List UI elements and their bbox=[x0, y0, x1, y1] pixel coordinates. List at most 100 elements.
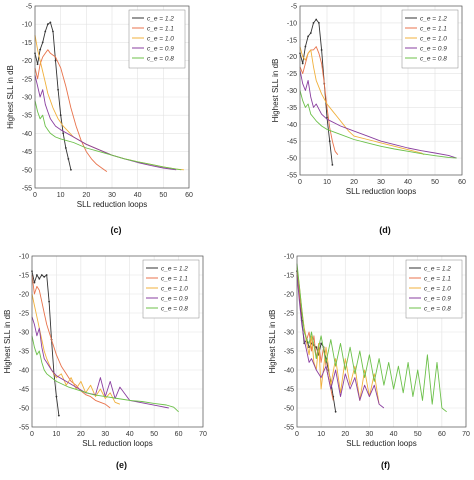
data-point bbox=[308, 346, 310, 349]
y-tick-label: -50 bbox=[22, 167, 32, 174]
data-point bbox=[334, 410, 337, 413]
data-point bbox=[41, 41, 44, 44]
x-tick-label: 50 bbox=[150, 431, 158, 438]
y-tick-label: -45 bbox=[284, 387, 294, 394]
y-tick-label: -35 bbox=[22, 113, 32, 120]
data-point bbox=[36, 63, 39, 66]
data-point bbox=[309, 32, 312, 34]
y-tick-label: -35 bbox=[284, 349, 294, 356]
y-tick-label: -10 bbox=[22, 22, 32, 29]
legend: c_e = 1.2 c_e = 1.1 c_e = 1.0 c_e = 0.9 c_e … bbox=[401, 9, 459, 69]
data-point bbox=[70, 168, 72, 171]
data-point bbox=[44, 30, 47, 33]
y-tick-label: -10 bbox=[19, 254, 29, 261]
series-line bbox=[299, 90, 457, 159]
x-tick-label: 60 bbox=[438, 431, 446, 438]
x-tick-label: 30 bbox=[108, 192, 116, 199]
y-tick-label: -45 bbox=[22, 149, 32, 156]
y-tick-label: -20 bbox=[284, 292, 294, 299]
y-tick-label: -15 bbox=[287, 37, 297, 44]
data-point bbox=[320, 49, 323, 51]
data-point bbox=[307, 35, 309, 38]
x-tick-label: 30 bbox=[366, 431, 374, 438]
legend-label: c_e = 1.1 bbox=[424, 275, 451, 282]
plot-frame bbox=[34, 5, 190, 189]
series-line bbox=[31, 274, 111, 409]
plot-frame bbox=[299, 5, 463, 176]
y-tick-label: -20 bbox=[287, 54, 297, 61]
legend-label: c_e = 1.1 bbox=[420, 25, 447, 32]
legend-label: c_e = 0.8 bbox=[161, 305, 188, 312]
data-point bbox=[312, 22, 315, 24]
y-axis-label: Highest SLL in dB bbox=[3, 310, 12, 374]
y-axis-label: Highest SLL in dB bbox=[271, 59, 280, 123]
y-tick-label: -15 bbox=[19, 273, 29, 280]
y-tick-label: -55 bbox=[19, 425, 29, 432]
y-tick-label: -40 bbox=[284, 368, 294, 375]
data-point bbox=[48, 300, 50, 303]
legend-label: c_e = 1.0 bbox=[424, 285, 451, 292]
plot-frame bbox=[296, 255, 467, 428]
x-axis-label: SLL reduction loops bbox=[82, 439, 152, 448]
y-tick-label: -20 bbox=[19, 292, 29, 299]
y-tick-label: -10 bbox=[287, 20, 297, 27]
x-tick-label: 20 bbox=[350, 179, 358, 186]
series-line bbox=[299, 46, 425, 156]
x-tick-label: 0 bbox=[33, 192, 37, 199]
data-point bbox=[38, 277, 41, 280]
legend-label: c_e = 0.8 bbox=[147, 55, 174, 62]
x-tick-label: 70 bbox=[199, 431, 207, 438]
y-tick-label: -25 bbox=[284, 311, 294, 318]
y-axis-label: Highest SLL in dB bbox=[268, 310, 277, 374]
data-point bbox=[67, 157, 70, 160]
y-tick-label: -25 bbox=[19, 311, 29, 318]
legend-label: c_e = 1.2 bbox=[420, 15, 447, 22]
x-tick-label: 60 bbox=[175, 431, 183, 438]
x-tick-label: 60 bbox=[185, 192, 193, 199]
data-point bbox=[49, 21, 52, 24]
legend-label: c_e = 1.1 bbox=[161, 275, 188, 282]
x-axis-label: SLL reduction loops bbox=[346, 439, 416, 448]
panel-label: (c) bbox=[111, 225, 122, 235]
chart-panel-1: 0 10 20 30 40 50 60 -5 -10 -15 -20 -25 -30 -35 -40 -45 -… bbox=[271, 4, 466, 236]
series-line bbox=[31, 335, 179, 413]
data-point bbox=[54, 59, 57, 62]
y-tick-label: -50 bbox=[19, 406, 29, 413]
series-line bbox=[34, 100, 182, 171]
series-line bbox=[299, 46, 339, 155]
legend-label: c_e = 0.9 bbox=[147, 45, 174, 52]
x-tick-label: 10 bbox=[53, 431, 61, 438]
x-tick-label: 70 bbox=[462, 431, 470, 438]
y-axis-label: Highest SLL in dB bbox=[6, 65, 15, 129]
y-tick-label: -40 bbox=[19, 368, 29, 375]
panel-label: (f) bbox=[381, 460, 390, 470]
y-tick-label: -55 bbox=[284, 425, 294, 432]
data-point bbox=[39, 48, 42, 51]
x-tick-label: 60 bbox=[458, 179, 466, 186]
series-line bbox=[299, 70, 457, 159]
y-tick-label: -30 bbox=[284, 330, 294, 337]
legend: c_e = 1.2 c_e = 1.1 c_e = 1.0 c_e = 0.9 c_e … bbox=[128, 9, 186, 69]
x-tick-label: 50 bbox=[431, 179, 439, 186]
x-tick-label: 40 bbox=[134, 192, 142, 199]
x-axis-label: SLL reduction loops bbox=[77, 200, 147, 209]
y-tick-label: -35 bbox=[287, 105, 297, 112]
legend-label: c_e = 1.2 bbox=[147, 15, 174, 22]
data-point bbox=[315, 18, 318, 21]
data-point bbox=[55, 395, 58, 398]
y-tick-label: -45 bbox=[287, 139, 297, 146]
data-point bbox=[57, 414, 60, 417]
legend-label: c_e = 0.9 bbox=[424, 295, 451, 302]
x-tick-label: 20 bbox=[77, 431, 85, 438]
plot-frame bbox=[31, 255, 204, 428]
legend-label: c_e = 1.2 bbox=[424, 265, 451, 272]
x-tick-label: 10 bbox=[317, 431, 325, 438]
x-tick-label: 0 bbox=[30, 431, 34, 438]
data-point bbox=[64, 147, 67, 149]
legend-label: c_e = 1.2 bbox=[161, 265, 188, 272]
y-tick-label: -40 bbox=[287, 122, 297, 129]
y-tick-label: -15 bbox=[284, 273, 294, 280]
x-tick-label: 10 bbox=[323, 179, 331, 186]
chart-panel-0: 0 10 20 30 40 50 60 -5 -10 -15 -20 -25 -30 -35 -40 -45 -… bbox=[6, 4, 193, 236]
